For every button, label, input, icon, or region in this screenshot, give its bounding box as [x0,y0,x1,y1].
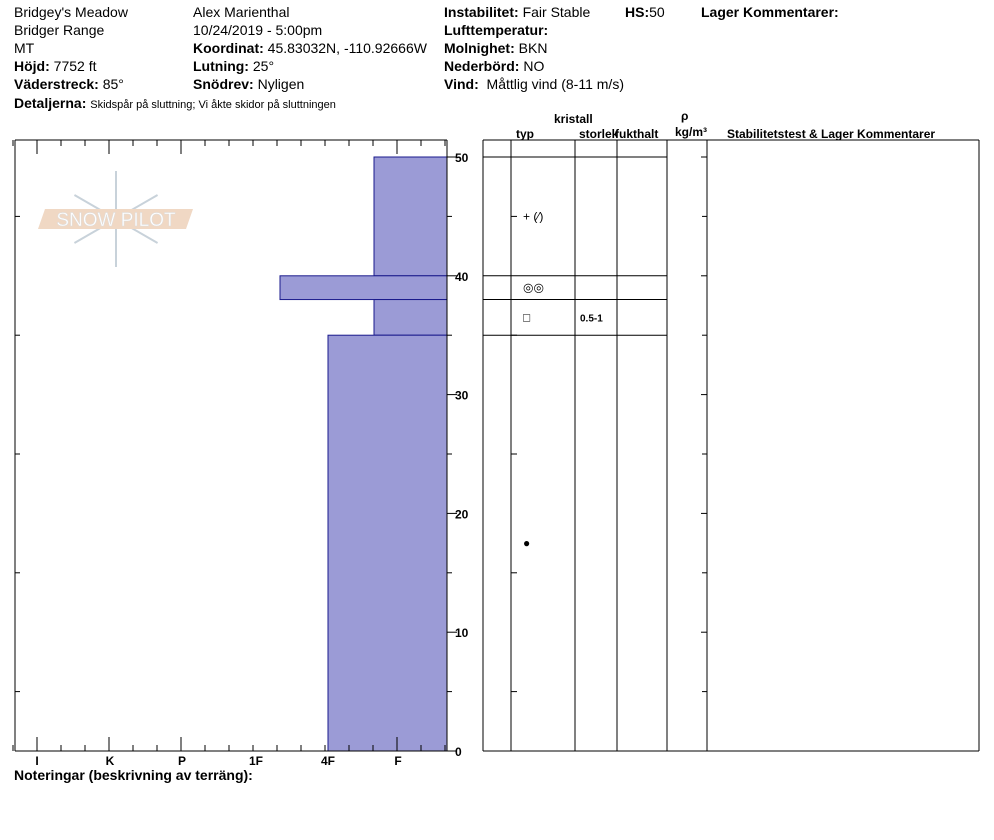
coord-value: 45.83032N, -110.92666W [267,40,427,56]
svg-text:SNOW PILOT: SNOW PILOT [56,210,176,231]
type-header: typ [516,127,534,141]
layer-bar [279,275,448,301]
grain-type-symbol: □ [523,310,530,324]
rho-header: ρ [681,109,689,123]
density-header: kg/m³ [675,125,708,139]
instability: Instabilitet: Fair Stable [444,3,590,21]
grain-type-symbol: ◎◎ [523,281,544,295]
depth-tick-label: 0 [455,745,462,759]
grain-size: 0.5-1 [580,313,603,324]
slope-label: Lutning: [193,58,249,74]
layer-bar [373,156,448,277]
drift: Snödrev: Nyligen [193,75,304,93]
air-temp-label: Lufttemperatur: [444,22,549,38]
precip: Nederbörd: NO [444,57,544,75]
state: MT [14,40,35,56]
sky: Molnighet: BKN [444,39,547,57]
depth-tick-label: 10 [455,626,469,640]
wind: Vind: Måttlig vind (8-11 m/s) [444,75,624,93]
depth-tick-label: 30 [455,389,469,403]
notes-label: Noteringar (beskrivning av terräng): [14,767,253,783]
grain-type-symbol: + (⁄) [523,209,543,223]
hardness-tick-label: I [35,754,38,768]
wind-label: Vind: [444,76,479,92]
instability-value: Fair Stable [522,4,591,20]
datetime: 10/24/2019 - 5:00pm [193,22,323,38]
sky-value: BKN [518,40,548,56]
elevation-label: Höjd: [14,58,50,74]
hardness-tick-label: K [106,754,115,768]
layer-comments-label: Lager Kommentarer: [701,4,839,20]
snowpilot-logo: SNOW PILOT [38,171,193,267]
hardness-tick-label: F [394,754,401,768]
wind-value: Måttlig vind (8-11 m/s) [486,76,624,92]
depth-tick-label: 50 [455,151,469,165]
instability-label: Instabilitet: [444,4,519,20]
elevation: Höjd: 7752 ft [14,57,96,75]
crystal-header: kristall [554,112,593,126]
hardness-tick-label: 1F [249,754,263,768]
size-header: storlek [579,127,617,141]
grain-type-symbol: ● [523,536,530,550]
coord-label: Koordinat: [193,40,264,56]
observer: Alex Marienthal [193,4,290,20]
elevation-value: 7752 ft [53,58,97,74]
precip-label: Nederbörd: [444,58,520,74]
hs-value: 50 [649,4,665,20]
hs: HS:50 [625,3,665,21]
depth-tick-label: 40 [455,270,469,284]
hardness-tick-label: P [178,754,186,768]
aspect-value: 85° [102,76,124,92]
depth-tick-label: 20 [455,507,469,521]
hardness-tick-label: 4F [321,754,335,768]
slope-value: 25° [252,58,275,74]
comments-header: Stabilitetstest & Lager Kommentarer [727,127,936,141]
precip-value: NO [523,58,545,74]
drift-label: Snödrev: [193,76,254,92]
drift-value: Nyligen [257,76,305,92]
slope: Lutning: 25° [193,57,274,75]
coordinates: Koordinat: 45.83032N, -110.92666W [193,39,427,57]
details-value: Skidspår på sluttning; Vi åkte skidor på… [90,99,336,111]
layer-bar [373,299,448,336]
location: Bridgey's Meadow [14,4,128,20]
layer-bar [327,334,448,752]
hs-label: HS: [625,4,650,20]
aspect-label: Väderstreck: [14,76,99,92]
range: Bridger Range [14,22,105,38]
details-label: Detaljerna: [14,95,87,111]
details: Detaljerna: Skidspår på sluttning; Vi åk… [14,94,336,114]
aspect: Väderstreck: 85° [14,75,124,93]
moisture-header: fukthalt [615,127,659,141]
sky-label: Molnighet: [444,40,515,56]
